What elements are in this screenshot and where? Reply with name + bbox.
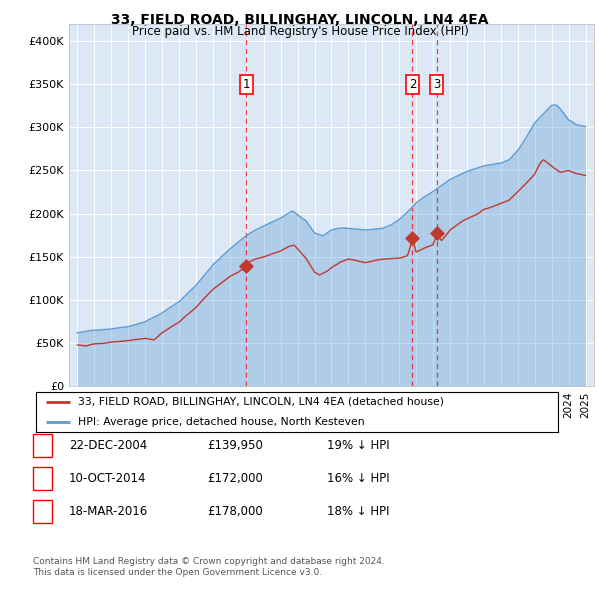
Text: Contains HM Land Registry data © Crown copyright and database right 2024.: Contains HM Land Registry data © Crown c… (33, 558, 385, 566)
Text: 3: 3 (433, 77, 440, 91)
Text: £178,000: £178,000 (207, 505, 263, 518)
Text: This data is licensed under the Open Government Licence v3.0.: This data is licensed under the Open Gov… (33, 568, 322, 577)
Text: HPI: Average price, detached house, North Kesteven: HPI: Average price, detached house, Nort… (78, 417, 364, 427)
Text: 18-MAR-2016: 18-MAR-2016 (69, 505, 148, 518)
Text: 1: 1 (242, 77, 250, 91)
Text: 22-DEC-2004: 22-DEC-2004 (69, 439, 147, 452)
Text: 19% ↓ HPI: 19% ↓ HPI (327, 439, 389, 452)
Text: £139,950: £139,950 (207, 439, 263, 452)
Text: £172,000: £172,000 (207, 472, 263, 485)
Text: 33, FIELD ROAD, BILLINGHAY, LINCOLN, LN4 4EA: 33, FIELD ROAD, BILLINGHAY, LINCOLN, LN4… (111, 13, 489, 27)
Text: 33, FIELD ROAD, BILLINGHAY, LINCOLN, LN4 4EA (detached house): 33, FIELD ROAD, BILLINGHAY, LINCOLN, LN4… (78, 397, 444, 407)
Text: 2: 2 (409, 77, 416, 91)
Text: 2: 2 (39, 472, 46, 485)
Text: 3: 3 (39, 505, 46, 518)
Text: 10-OCT-2014: 10-OCT-2014 (69, 472, 146, 485)
Text: Price paid vs. HM Land Registry's House Price Index (HPI): Price paid vs. HM Land Registry's House … (131, 25, 469, 38)
Text: 18% ↓ HPI: 18% ↓ HPI (327, 505, 389, 518)
Text: 1: 1 (39, 439, 46, 452)
Text: 16% ↓ HPI: 16% ↓ HPI (327, 472, 389, 485)
